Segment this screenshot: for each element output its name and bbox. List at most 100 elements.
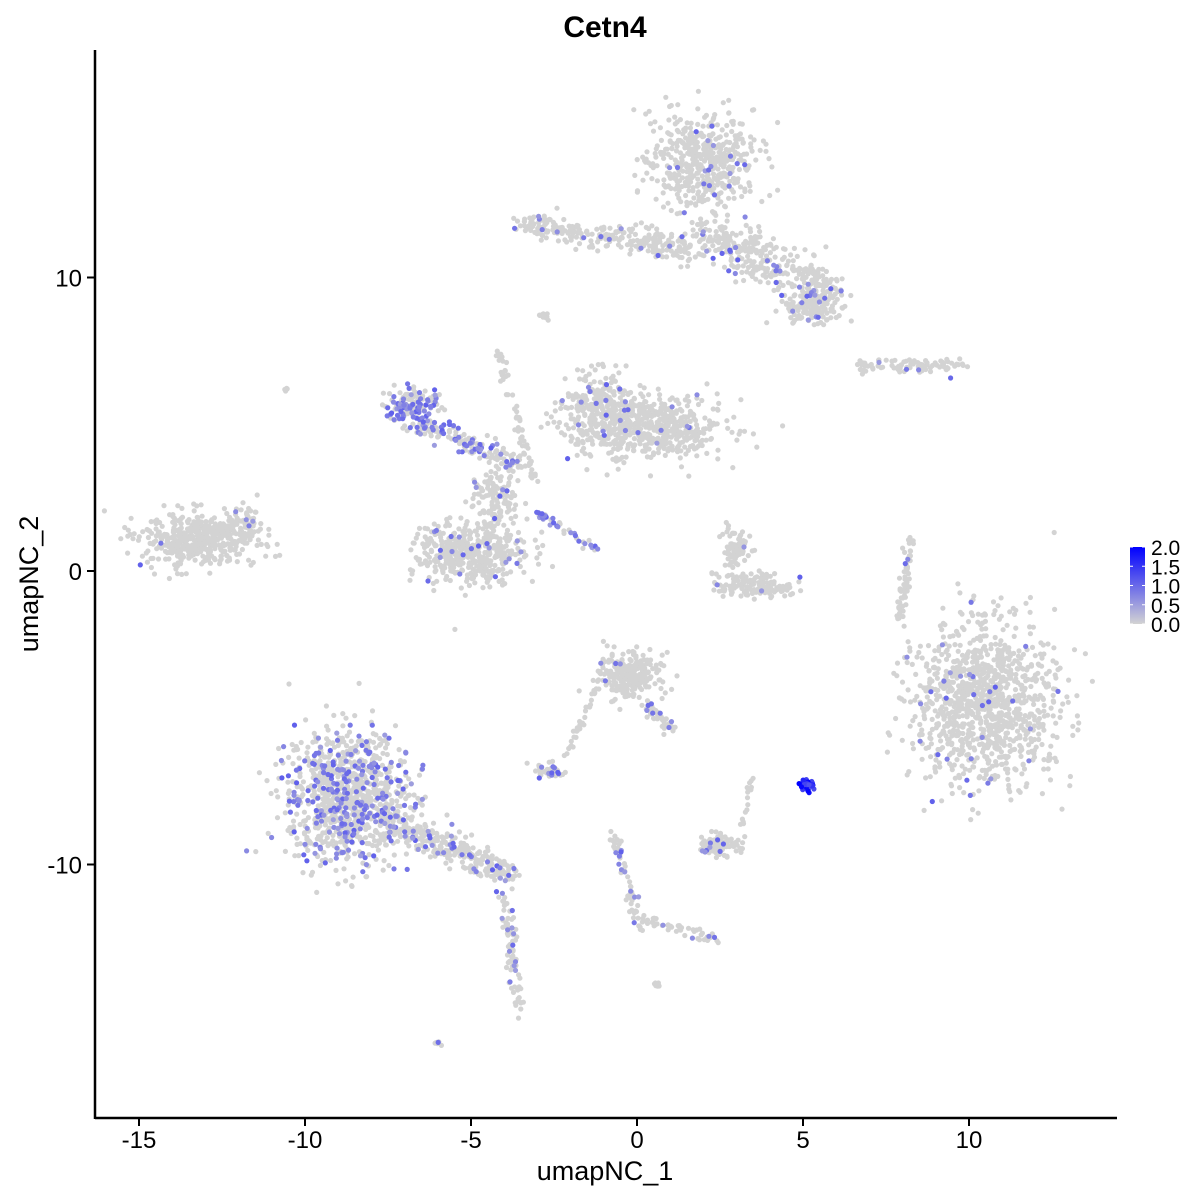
cell-point xyxy=(1048,743,1054,749)
cell-point xyxy=(668,132,674,138)
cell-point xyxy=(1045,641,1051,647)
cell-point xyxy=(692,432,698,438)
cell-point xyxy=(172,533,178,539)
cell-point xyxy=(897,586,903,592)
cell-point xyxy=(724,122,730,129)
cell-point xyxy=(975,686,981,692)
cell-point xyxy=(955,648,961,654)
cell-point xyxy=(153,520,159,527)
cell-point xyxy=(551,419,557,425)
cell-point xyxy=(686,256,693,262)
cell-point xyxy=(640,394,646,400)
cell-point xyxy=(753,157,759,163)
cell-point xyxy=(508,453,514,459)
cell-point xyxy=(416,556,423,563)
cell-point xyxy=(595,362,601,368)
cell-point xyxy=(539,529,545,535)
cell-point xyxy=(555,424,561,430)
cell-point xyxy=(924,694,930,700)
cell-point xyxy=(198,521,204,528)
cell-point xyxy=(628,242,635,248)
cell-point xyxy=(570,229,576,235)
cell-point xyxy=(203,519,209,525)
cell-point xyxy=(662,452,668,458)
cell-point xyxy=(910,746,917,752)
cell-point xyxy=(582,451,588,457)
cell-point xyxy=(604,472,610,478)
cell-point xyxy=(848,292,854,299)
cell-point xyxy=(1027,721,1033,727)
cell-point xyxy=(721,264,728,270)
cell-point xyxy=(718,145,724,151)
cell-point xyxy=(668,207,674,214)
cell-point xyxy=(1043,671,1049,677)
cell-point xyxy=(690,227,696,233)
cell-point xyxy=(939,798,945,804)
cell-point xyxy=(620,230,626,236)
cell-point xyxy=(436,392,442,398)
cell-point xyxy=(938,738,944,744)
cell-point xyxy=(652,681,658,687)
cell-point xyxy=(661,445,667,451)
cell-point xyxy=(704,381,710,387)
cell-point xyxy=(1037,709,1043,715)
cell-point xyxy=(919,756,925,762)
cell-point xyxy=(820,284,827,290)
cell-point xyxy=(1028,683,1034,690)
cell-point xyxy=(633,243,639,249)
cell-point xyxy=(727,178,733,184)
cell-point xyxy=(492,562,498,569)
cell-point xyxy=(726,545,732,551)
cell-point xyxy=(759,580,766,586)
cell-point xyxy=(148,564,154,571)
cell-point xyxy=(964,681,970,687)
cell-point xyxy=(197,546,203,552)
cell-point xyxy=(637,684,643,690)
cell-point xyxy=(904,772,910,778)
cell-point xyxy=(1000,659,1007,666)
cell-point xyxy=(588,238,594,244)
cell-point xyxy=(592,367,598,373)
cell-point xyxy=(510,520,516,526)
cell-point xyxy=(161,503,167,509)
cell-point xyxy=(472,580,478,586)
cell-point xyxy=(1002,766,1009,772)
cell-point xyxy=(921,807,927,814)
cell-point xyxy=(955,708,961,714)
cell-point xyxy=(474,521,481,527)
cell-point xyxy=(611,675,617,681)
cell-point xyxy=(821,277,827,283)
cell-point xyxy=(921,709,927,715)
cell-point xyxy=(1000,655,1006,661)
cell-point xyxy=(511,506,517,512)
cell-point xyxy=(695,401,702,408)
cell-point xyxy=(729,429,735,435)
cell-point xyxy=(618,244,624,250)
cell-point xyxy=(746,180,752,186)
cell-point xyxy=(580,408,586,414)
cell-point xyxy=(1023,784,1029,790)
cell-point xyxy=(517,557,523,563)
cell-point xyxy=(695,88,702,94)
cell-point xyxy=(949,790,955,797)
cell-point xyxy=(998,761,1005,768)
cell-point xyxy=(626,390,632,396)
cell-point xyxy=(713,233,719,239)
cell-point xyxy=(128,515,134,521)
cell-point xyxy=(951,762,957,768)
cell-point xyxy=(440,563,446,569)
cell-point xyxy=(1021,766,1028,772)
cell-point xyxy=(529,578,536,585)
cell-point xyxy=(694,453,700,459)
cell-point xyxy=(739,121,745,127)
cell-point xyxy=(408,397,414,403)
cell-point xyxy=(612,405,618,411)
cell-point xyxy=(672,175,679,181)
cell-point xyxy=(970,807,976,813)
cell-point xyxy=(1029,677,1035,683)
cell-point xyxy=(159,523,165,529)
cell-point xyxy=(1019,771,1025,777)
cell-point xyxy=(954,757,960,763)
cell-point xyxy=(1004,622,1010,628)
cell-point xyxy=(782,246,788,252)
